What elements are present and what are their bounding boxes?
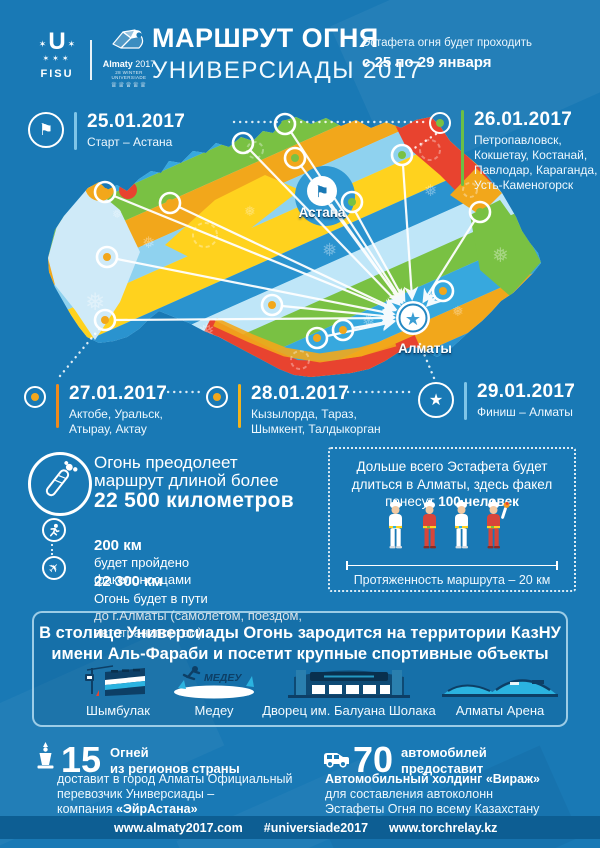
almaty-logo-title: Almaty 2017 [102,59,156,69]
distance-total: 22 500 километров [94,489,294,512]
date-25: 25.01.2017 [87,111,186,132]
footer-link-almaty2017[interactable]: www.almaty2017.com [114,820,243,835]
almaty-crowns-icon: ♕♕♕♕♕ [110,82,148,89]
header-note-line2: с 25 по 29 января [362,53,492,71]
medeu-icon: МЕДЕУ [164,660,264,700]
astana-label: Астана [298,205,346,220]
venue-label: Алматы Арена [455,703,545,718]
date-25-desc: Старт – Астана [87,135,173,149]
svg-text:❅: ❅ [198,319,215,343]
venues-headline: В столице Универсиады Огонь зародится на… [39,624,561,663]
venue-medeu: МЕДЕУ Медеу [164,660,264,718]
fires-body: доставит в город Алматы Официальный пере… [57,772,293,816]
shymbulak-icon [68,660,168,700]
torchbearers-illustration [389,499,510,549]
svg-text:❅: ❅ [452,304,464,320]
dotted-divider [51,544,53,555]
svg-text:❅: ❅ [142,233,155,252]
title-line1: МАРШРУТ ОГНЯ [152,23,379,53]
route-length-ruler [346,561,558,570]
date-29: 29.01.2017 [477,381,576,402]
almaty2017-logo: Almaty 2017 28 WINTER UNIVERSIADE ♕♕♕♕♕ [100,28,158,89]
cars-body: Автомобильный холдинг «Вираж» для состав… [325,772,540,816]
date-26-desc: Петропавловск, Кокшетау, Костанай, Павло… [474,133,598,192]
footer-link-torchrelay[interactable]: www.torchrelay.kz [389,820,498,835]
date-26: 26.01.2017 [474,109,573,130]
cars-count: 70 [353,739,394,780]
flame-tower-icon [34,742,57,775]
cars-label: автомобилей предоставит [401,745,487,776]
svg-text:❅: ❅ [85,288,105,316]
date-27-desc: Актобе, Уральск, Атырау, Актау [69,407,163,436]
fisu-logo: ✶U ✶ ✶✶✶ FISU [30,30,84,80]
svg-text:МЕДЕУ: МЕДЕУ [204,672,242,684]
flag-icon: ⚑ [28,112,64,148]
date-block-26: 26.01.2017 Петропавловск, Кокшетау, Кост… [429,110,597,193]
star-icon: ★ [418,382,454,418]
venue-almaty-arena: Алматы Арена [430,660,570,718]
date-block-25: ⚑ 25.01.2017 Старт – Астана [28,112,185,150]
almaty-label: Алматы [398,341,452,356]
dotted-connectors [58,120,438,394]
footer-hashtag-universiade2017[interactable]: #universiade2017 [263,820,369,835]
almaty-badge: ★ [396,301,430,335]
svg-text:★: ★ [405,309,421,330]
green-dot-icon [429,112,451,134]
svg-text:⚑: ⚑ [315,182,329,201]
page-title: МАРШРУТ ОГНЯ УНИВЕРСИАДЫ 2017 [152,25,423,83]
arena-icon [430,660,570,700]
stat-transport-value: 22 300 км [94,573,163,590]
logo-divider [90,40,92,80]
almaty-relay-box: Дольше всего Эстафета будет длиться в Ал… [328,447,576,592]
route-length-label: Протяженность маршрута – 20 км [353,573,551,587]
fisu-label: FISU [40,68,74,80]
orange-dot-icon [24,386,46,408]
date-28: 28.01.2017 [251,383,350,404]
palace-icon [259,660,439,700]
van-icon [322,748,350,773]
date-block-29: ★ 29.01.2017 Финиш – Алматы [418,382,575,420]
venue-label: Дворец им. Балуана Шолака [262,703,436,718]
svg-text:❅: ❅ [244,204,256,220]
plane-icon: ✈ [42,556,66,580]
svg-text:❅: ❅ [322,240,337,261]
fires-count: 15 [61,739,102,780]
distance-intro: Огонь преодолеет маршрут длиной более [94,453,279,490]
date-28-desc: Кызылорда, Тараз, Шымкент, Талдыкорган [251,407,381,436]
footer-bar: www.almaty2017.com #universiade2017 www.… [0,816,600,839]
venue-shymbulak: Шымбулак [68,660,168,718]
astana-badge: ⚑ [307,176,337,206]
fisu-u-icon: ✶U ✶ [38,28,76,55]
date-block-27: 27.01.2017 Актобе, Уральск, Атырау, Акта… [24,384,167,437]
venues-box: В столице Универсиады Огонь зародится на… [32,611,568,727]
stat-torchbearers-value: 200 км [94,537,142,554]
venue-label: Медеу [194,703,234,718]
almaty-logo-subtitle: 28 WINTER UNIVERSIADE [111,70,147,80]
svg-text:❅: ❅ [112,207,122,221]
fisu-stars-icon: ✶✶✶ [42,54,72,63]
stat-torchbearers: 200 км будет пройдено факелоносцами [94,520,324,588]
svg-text:❅: ❅ [492,243,509,267]
orange-dot-icon [206,386,228,408]
torch-icon [28,452,92,516]
date-block-28: 28.01.2017 Кызылорда, Тараз, Шымкент, Та… [206,384,381,437]
date-29-desc: Финиш – Алматы [477,405,573,419]
fires-label: Огней из регионов страны [110,745,240,776]
venue-baluan-sholak-palace: Дворец им. Балуана Шолака [259,660,439,718]
svg-text:❅: ❅ [362,311,375,330]
header-note: Эстафета огня будет проходить с 25 по 29… [362,37,533,71]
venue-label: Шымбулак [86,703,150,718]
date-27: 27.01.2017 [69,383,168,404]
stat-torchbearers-text: будет пройдено факелоносцами [94,555,192,587]
header-note-line1: Эстафета огня будет проходить [362,37,533,49]
almaty-crystal-icon [112,29,144,49]
title-line2: УНИВЕРСИАДЫ 2017 [152,57,423,84]
runner-icon [42,518,66,542]
route-arrows [113,131,476,338]
